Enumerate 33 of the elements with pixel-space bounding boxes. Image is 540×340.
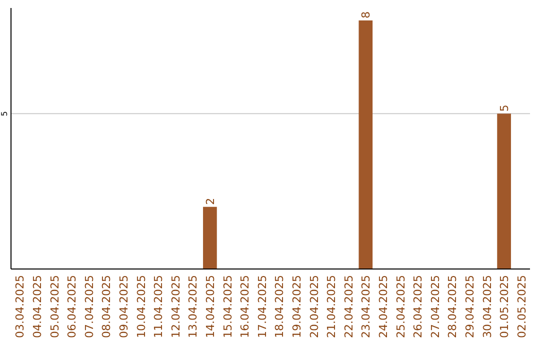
- x-tick-label: 24.04.2025: [376, 275, 390, 338]
- x-tick-label: 06.04.2025: [66, 275, 79, 338]
- x-tick-label: 02.05.2025: [515, 275, 528, 338]
- x-tick-label: 27.04.2025: [428, 275, 442, 338]
- x-tick-label: 22.04.2025: [342, 275, 356, 338]
- x-tick-label: 10.04.2025: [134, 275, 148, 338]
- x-tick-label: 01.05.2025: [498, 275, 512, 338]
- x-tick-label: 13.04.2025: [186, 275, 200, 338]
- x-tick-label: 09.04.2025: [117, 275, 130, 338]
- x-tick-label: 18.04.2025: [273, 275, 286, 338]
- data-label: 2: [204, 198, 217, 205]
- x-tick-label: 28.04.2025: [446, 275, 460, 338]
- x-tick-label: 21.04.2025: [325, 275, 338, 338]
- x-tick-label: 03.04.2025: [14, 275, 27, 338]
- x-tick-label: 15.04.2025: [221, 275, 234, 338]
- x-tick-label: 12.04.2025: [169, 275, 182, 338]
- x-tick-label: 14.04.2025: [204, 275, 217, 338]
- x-tick-label: 16.04.2025: [238, 275, 252, 338]
- x-tick-label: 23.04.2025: [360, 275, 373, 338]
- x-tick-label: 20.04.2025: [308, 275, 321, 338]
- data-label: 8: [360, 11, 373, 18]
- x-tick-label: 26.04.2025: [412, 275, 425, 338]
- x-tick-label: 25.04.2025: [394, 275, 408, 338]
- x-tick-label: 11.04.2025: [152, 275, 166, 338]
- x-tick-label: 19.04.2025: [290, 275, 304, 338]
- x-tick-label: 30.04.2025: [480, 275, 494, 338]
- x-tick-label: 07.04.2025: [82, 275, 96, 338]
- data-label: 5: [498, 104, 512, 112]
- x-tick-label: 05.04.2025: [48, 275, 62, 338]
- x-tick-label: 04.04.2025: [30, 275, 44, 338]
- x-tick-label: 08.04.2025: [100, 275, 114, 338]
- x-tick-label: 17.04.2025: [256, 275, 269, 338]
- x-tick-label: 29.04.2025: [463, 275, 476, 338]
